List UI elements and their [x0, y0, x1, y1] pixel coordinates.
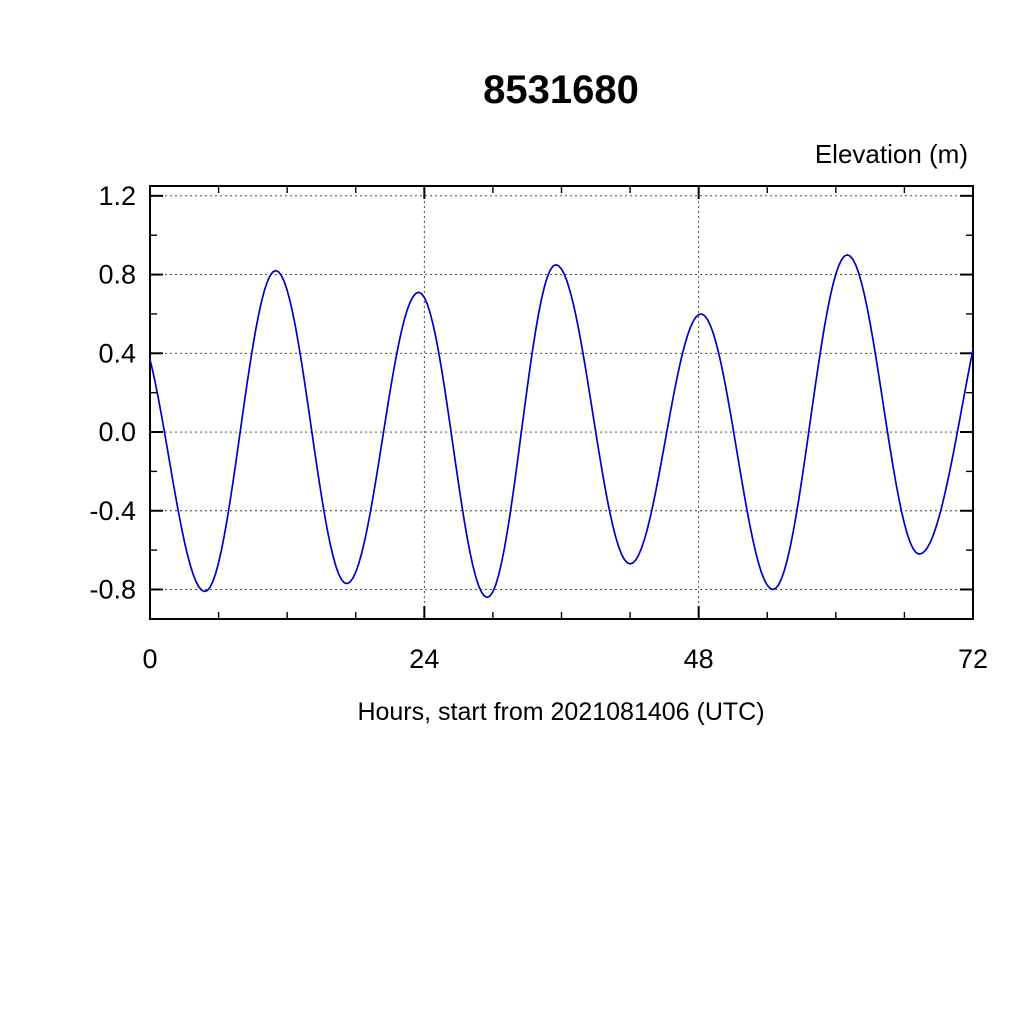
- y-tick-label: -0.8: [89, 574, 136, 604]
- elevation-axis-label: Elevation (m): [815, 139, 968, 169]
- plot-content: 0 24 48 72 -0.8 -0.4 0.0 0.4 0.8 1.2: [89, 181, 988, 674]
- x-tick-label: 0: [142, 644, 157, 674]
- x-tick-label: 72: [958, 644, 988, 674]
- y-tick-label: 1.2: [98, 181, 136, 211]
- x-tick-label: 24: [409, 644, 439, 674]
- x-axis-label: Hours, start from 2021081406 (UTC): [357, 698, 764, 726]
- y-tick-label: 0.8: [98, 260, 136, 290]
- y-tick-label: 0.0: [98, 417, 136, 447]
- plot-frame: [149, 185, 974, 620]
- elevation-curve: [149, 254, 974, 599]
- chart-title: 8531680: [483, 68, 639, 112]
- x-tick-label: 48: [684, 644, 714, 674]
- y-tick-label: 0.4: [98, 338, 136, 368]
- y-tick-label: -0.4: [89, 496, 136, 526]
